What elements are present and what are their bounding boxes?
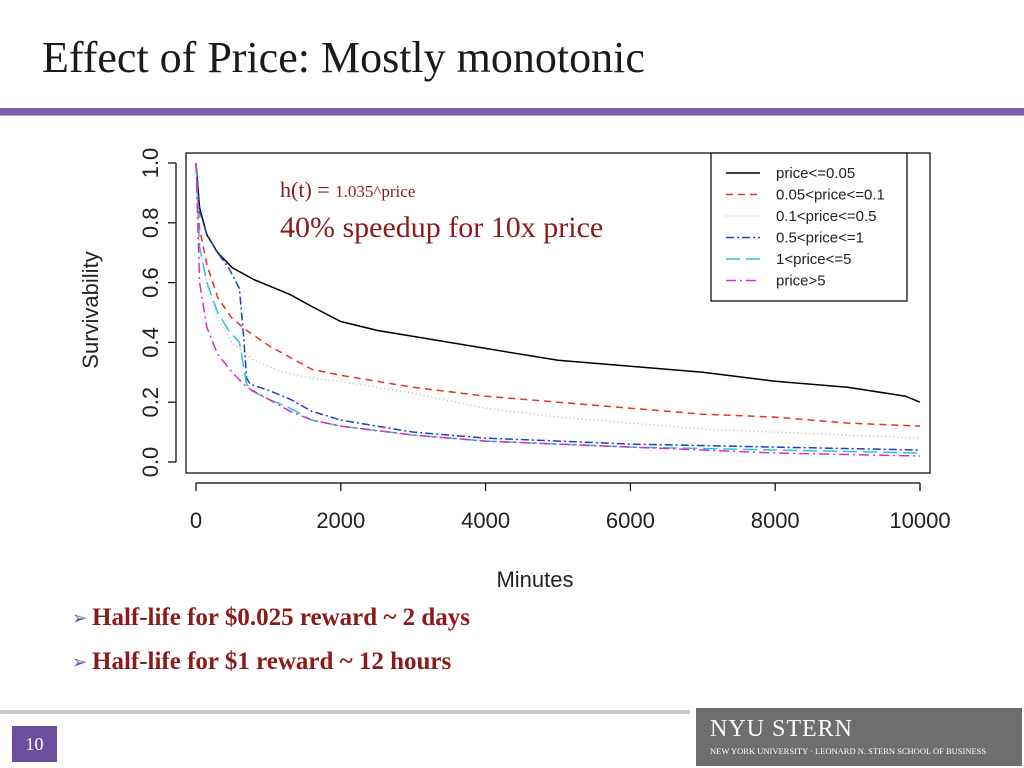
nyu-stern-logo: NYU STERN NEW YORK UNIVERSITY · LEONARD … [696, 708, 1022, 766]
legend-label-0: price<=0.05 [776, 165, 855, 182]
logo-subtitle: NEW YORK UNIVERSITY · LEONARD N. STERN S… [710, 746, 987, 756]
x-tick-label: 8000 [751, 508, 800, 533]
series-line-0 [195, 162, 921, 403]
bullet-list: ➢ Half-life for $0.025 reward ~ 2 days ➢… [72, 600, 470, 688]
x-axis-label: Minutes [496, 567, 573, 592]
y-tick-label: 1.0 [138, 148, 163, 179]
y-tick-label: 0.6 [138, 267, 163, 298]
annotation-speedup: 40% speedup for 10x price [280, 211, 603, 244]
series-line-5 [195, 162, 921, 457]
bullet-text: Half-life for $1 reward ~ 12 hours [92, 648, 452, 675]
formula-value: 1.035^price [335, 182, 415, 201]
bullet-item: ➢ Half-life for $1 reward ~ 12 hours [72, 644, 470, 680]
series-layer [195, 162, 921, 457]
page-number: 10 [12, 726, 57, 762]
formula-prefix: h(t) = [280, 177, 335, 202]
y-tick-label: 0.2 [138, 387, 163, 418]
x-tick-label: 0 [190, 508, 202, 533]
legend-label-1: 0.05<price<=0.1 [776, 187, 885, 204]
bullet-item: ➢ Half-life for $0.025 reward ~ 2 days [72, 600, 470, 636]
plot-box [185, 152, 931, 474]
axes-layer: 0 2000 4000 6000 8000 10000 0.0 0.2 0.4 0.6 0.8 1.0 [138, 148, 951, 533]
footer-divider [0, 710, 690, 714]
arrow-bullet-icon: ➢ [72, 651, 88, 672]
legend-box [710, 152, 908, 302]
survival-chart-svg: 0 2000 4000 6000 8000 10000 0.0 0.2 0.4 0.6 0.8 1.0… [78, 148, 951, 592]
annotation-formula: h(t) = 1.035^price [280, 177, 415, 202]
slide-title: Effect of Price: Mostly monotonic [42, 33, 645, 82]
legend-label-3: 0.5<price<=1 [776, 230, 864, 247]
x-tick-label: 10000 [889, 508, 950, 533]
plot-frame [185, 152, 931, 474]
series-line-4 [195, 162, 921, 454]
y-tick-label: 0.4 [138, 327, 163, 358]
x-tick-label: 2000 [316, 508, 365, 533]
legend-label-5: price>5 [776, 273, 826, 290]
x-tick-label: 6000 [606, 508, 655, 533]
series-line-3 [195, 162, 921, 451]
survival-chart: 0 2000 4000 6000 8000 10000 0.0 0.2 0.4 0.6 0.8 1.0… [60, 135, 960, 605]
x-tick-label: 4000 [461, 508, 510, 533]
y-axis-label: Survivability [78, 251, 103, 368]
y-tick-label: 0.0 [138, 447, 163, 478]
title-divider [0, 108, 1024, 116]
arrow-bullet-icon: ➢ [72, 607, 88, 628]
legend-label-2: 0.1<price<=0.5 [776, 208, 877, 225]
legend: price<=0.05 0.05<price<=0.1 0.1<price<=0.5… [710, 152, 908, 302]
logo-wordmark: NYU STERN [710, 716, 854, 742]
bullet-text: Half-life for $0.025 reward ~ 2 days [92, 604, 471, 631]
legend-label-4: 1<price<=5 [776, 251, 851, 268]
series-line-1 [195, 162, 921, 427]
y-tick-label: 0.8 [138, 208, 163, 239]
